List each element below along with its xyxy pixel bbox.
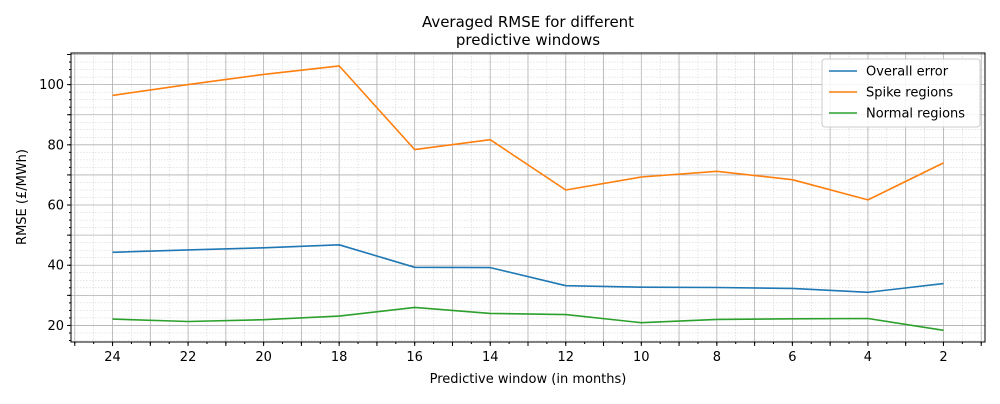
series-line-overall-error [112, 244, 944, 294]
x-tick-label: 22 [180, 350, 197, 365]
x-tick-label: 20 [255, 350, 272, 365]
x-tick-label: 6 [788, 350, 796, 365]
legend-label: Normal regions [866, 107, 965, 122]
x-tick-label: 14 [482, 350, 499, 365]
chart-title-line: predictive windows [456, 31, 600, 49]
y-tick-label: 60 [47, 199, 64, 214]
x-tick-label: 10 [633, 350, 650, 365]
chart-title: Averaged RMSE for different predictive wi… [422, 13, 634, 49]
y-axis-ticks: 20 40 60 80 100 [39, 54, 71, 341]
x-tick-label: 24 [104, 350, 121, 365]
y-tick-label: 40 [47, 259, 64, 274]
legend-label: Spike regions [866, 86, 953, 101]
series-line-spike-regions [112, 65, 944, 201]
x-tick-label: 16 [406, 350, 423, 365]
legend: Overall error Spike regions Normal regions [821, 58, 981, 128]
x-tick-label: 18 [331, 350, 348, 365]
legend-box [821, 58, 981, 128]
x-tick-label: 2 [939, 350, 947, 365]
y-tick-label: 100 [39, 78, 64, 93]
x-tick-label: 8 [713, 350, 721, 365]
x-tick-label: 4 [864, 350, 872, 365]
legend-label: Overall error [866, 65, 949, 80]
x-axis-label: Predictive window (in months) [430, 372, 627, 387]
chart-title-line: Averaged RMSE for different [422, 13, 634, 31]
y-axis-label: RMSE (£/MWh) [15, 149, 30, 245]
x-axis-ticks: 24 22 20 18 16 14 12 10 8 6 4 2 [74, 342, 982, 365]
x-tick-label: 12 [557, 350, 574, 365]
series-line-normal-regions [112, 306, 944, 332]
series-lines [112, 65, 944, 332]
y-tick-label: 20 [47, 319, 64, 334]
y-tick-label: 80 [47, 138, 64, 153]
